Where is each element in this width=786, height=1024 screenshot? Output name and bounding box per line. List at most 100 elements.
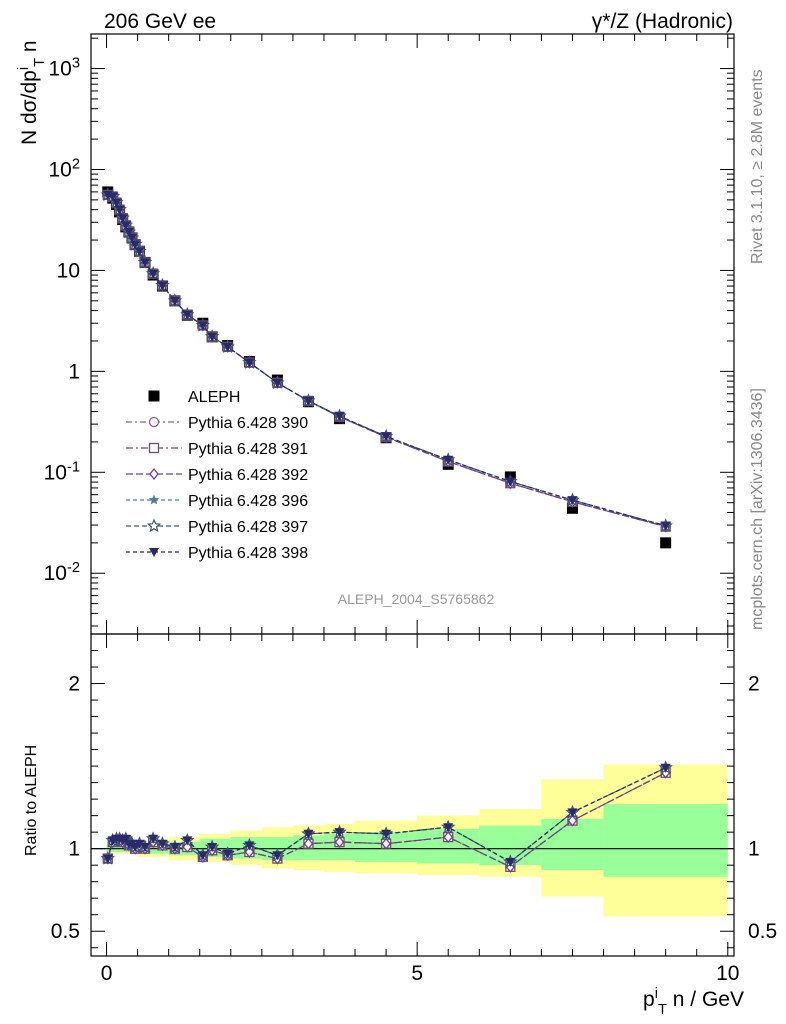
x-tick-label: 5 (411, 962, 423, 985)
data-point (303, 396, 314, 406)
ratio-panel: 0.5 0.5 1 1 2 2 0 5 10 Ratio to ALEPH piT n / Ge… (23, 633, 777, 1018)
data-point (130, 240, 141, 250)
legend-item: Pythia 6.428 391 (126, 441, 308, 458)
legend-label: ALEPH (188, 389, 240, 406)
ratio-point (120, 834, 131, 844)
ratio-point (182, 836, 193, 846)
data-point (127, 233, 138, 243)
data-point (140, 258, 151, 268)
ratio-point (157, 839, 168, 849)
ratio-point (381, 837, 391, 850)
ratio-series-pythia-6-428-398 (102, 763, 671, 867)
data-point (197, 321, 208, 331)
data-point (157, 281, 168, 291)
legend-item: Pythia 6.428 398 (126, 545, 308, 562)
ratio-y-axis-label: Ratio to ALEPH (23, 745, 40, 856)
data-point (148, 269, 159, 279)
x-axis-label: piT n / GeV (643, 986, 744, 1018)
legend-item: ALEPH (148, 389, 240, 406)
ratio-y-tick-label: 1 (68, 838, 80, 861)
energy-label: 206 GeV ee (104, 10, 216, 33)
legend-item: Pythia 6.428 390 (126, 415, 308, 432)
data-point (334, 412, 345, 422)
ratio-point (222, 849, 233, 859)
data-point (660, 521, 671, 531)
legend-label: Pythia 6.428 397 (188, 519, 308, 536)
x-tick-label: 0 (101, 962, 113, 985)
legend-item: Pythia 6.428 397 (126, 518, 308, 536)
legend-label: Pythia 6.428 392 (188, 467, 308, 484)
data-point (123, 228, 134, 238)
data-point (272, 378, 283, 388)
data-point (567, 496, 578, 506)
legend-marker (149, 548, 159, 557)
process-label: γ*/Z (Hadronic) (592, 10, 733, 33)
uncertainty-band-inner (541, 818, 604, 871)
ratio-y-tick-label: 2 (68, 673, 80, 696)
data-point (111, 198, 122, 208)
main-panel: 10-2 10-1 1 10 102 103 N dσ/dpiT n ALEPH_2004… (16, 33, 735, 635)
legend-label: Pythia 6.428 391 (188, 441, 308, 458)
uncertainty-band-inner (603, 804, 728, 877)
ratio-point (148, 834, 159, 844)
ratio-point (334, 828, 345, 838)
mcplots-label: mcplots.cern.ch [arXiv:1306.3436] (749, 388, 766, 630)
ratio-point (207, 843, 218, 853)
main-frame (90, 33, 735, 635)
ratio-frame (90, 633, 735, 957)
legend-item: Pythia 6.428 392 (126, 467, 308, 484)
legend-label: Pythia 6.428 390 (188, 415, 308, 432)
ratio-point (567, 814, 578, 827)
legend-marker (148, 416, 160, 428)
ratio-y-tick-label-right: 2 (748, 673, 760, 696)
data-point (660, 537, 672, 549)
ratio-point (303, 829, 314, 839)
ratio-point (660, 763, 671, 773)
data-point (114, 205, 125, 215)
y-tick-label: 10-1 (44, 459, 80, 484)
ratio-point (134, 839, 145, 849)
legend-item: Pythia 6.428 396 (126, 493, 308, 510)
ratio-point (272, 851, 283, 861)
legend-label: Pythia 6.428 398 (188, 545, 308, 562)
legend-marker (146, 518, 162, 533)
y-tick-label: 1 (68, 360, 80, 383)
series-line (107, 194, 666, 527)
data-point (566, 502, 578, 514)
data-point (381, 432, 392, 442)
analysis-watermark: ALEPH_2004_S5765862 (338, 591, 495, 607)
data-point (222, 342, 233, 352)
main-y-axis-label: N dσ/dpiT n (16, 40, 48, 145)
data-point (443, 455, 454, 465)
ratio-point (443, 831, 454, 844)
x-tick-label: 10 (716, 962, 739, 985)
legend-label: Pythia 6.428 396 (188, 493, 308, 510)
ratio-point (140, 843, 151, 853)
legend-marker (148, 390, 160, 402)
data-point (207, 332, 218, 342)
y-tick-label: 103 (48, 56, 80, 81)
ratio-y-tick-label: 0.5 (51, 920, 80, 943)
data-point (117, 214, 128, 224)
data-point (107, 192, 118, 202)
ratio-point (102, 854, 113, 864)
legend: ALEPH Pythia 6.428 390 Pythia 6.428 391 Pyt… (126, 389, 308, 562)
data-point (244, 358, 255, 368)
data-point (169, 296, 180, 306)
y-tick-label: 10 (57, 259, 80, 282)
ratio-y-tick-label-right: 1 (748, 838, 760, 861)
ratio-point (334, 836, 345, 849)
rivet-label: Rivet 3.1.10, ≥ 2.8M events (749, 69, 766, 264)
ratio-point (197, 851, 208, 861)
data-point (505, 477, 516, 487)
legend-marker (148, 442, 160, 454)
ratio-point (169, 843, 180, 853)
data-point (120, 221, 131, 231)
data-point (182, 310, 193, 320)
ratio-y-tick-label-right: 0.5 (748, 920, 777, 943)
ratio-point (505, 857, 516, 867)
legend-marker (148, 494, 160, 505)
ratio-point (381, 829, 392, 839)
ratio-point (244, 841, 255, 851)
